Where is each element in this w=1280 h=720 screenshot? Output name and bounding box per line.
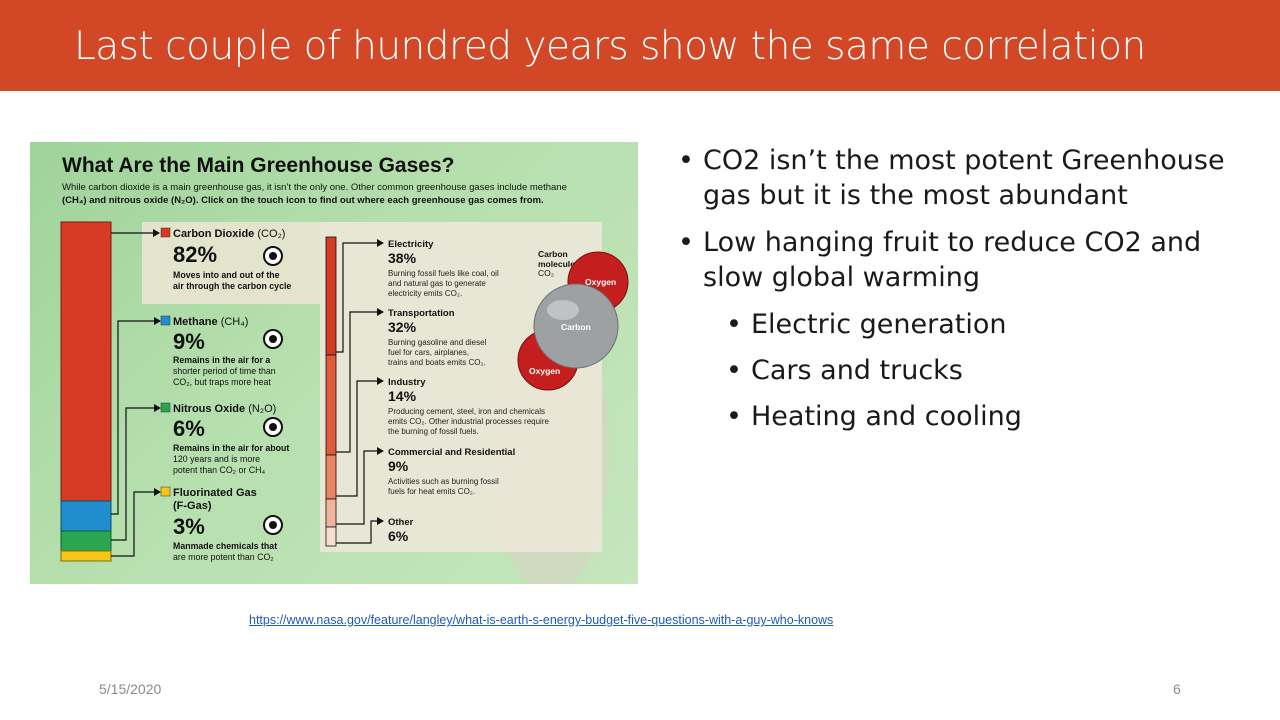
industry-desc-1: Producing cement, steel, iron and chemic… [388,407,545,416]
fgas-touch-icon[interactable] [263,515,283,535]
nitrous-touch-icon[interactable] [263,417,283,437]
co2-percent: 82% [173,242,217,267]
nitrous-desc-3: potent than CO₂ or CH₄ [173,465,265,475]
other-name: Other [388,517,414,528]
co2-name: Carbon Dioxide [173,228,254,240]
industry-bar-segment [325,454,337,500]
methane-name: Methane [173,316,218,328]
electricity-desc-2: and natural gas to generate [388,279,486,288]
nitrous-formula: (N₂O) [248,403,276,415]
transportation-desc-1: Burning gasoline and diesel [388,338,487,347]
co2-touch-icon[interactable] [263,246,283,266]
commercial-bar-segment [325,498,337,528]
fgas-bar-segment [60,550,112,562]
nitrous-percent: 6% [173,416,205,441]
infographic-intro-2: (CH₄) and nitrous oxide (N₂O). Click on … [62,195,544,206]
infographic-intro-1: While carbon dioxide is a main greenhous… [62,182,567,193]
commercial-percent: 9% [388,458,409,474]
co2-bar-segment [60,221,112,502]
molecule-atom-center: Carbon [561,322,591,332]
sub-bullet-item: Heating and cooling [724,400,1236,434]
svg-text:Carbon Dioxide (CO₂): Carbon Dioxide (CO₂) [173,228,285,240]
transportation-name: Transportation [388,308,455,319]
other-percent: 6% [388,528,409,544]
fgas-percent: 3% [173,514,205,539]
transportation-desc-3: trains and boats emits CO₂. [388,358,486,367]
methane-touch-icon[interactable] [263,329,283,349]
methane-percent: 9% [173,329,205,354]
commercial-desc-2: fuels for heat emits CO₂. [388,487,475,496]
methane-bar-segment [60,500,112,532]
nitrous-name: Nitrous Oxide [173,403,245,415]
transportation-percent: 32% [388,319,417,335]
fgas-desc-1: Manmade chemicals that [173,541,277,551]
bullet-item: CO2 isn’t the most potent Greenhouse gas… [676,144,1236,213]
electricity-bar-segment [325,236,337,356]
molecule-caption-3: CO₂ [538,268,554,278]
industry-name: Industry [388,377,426,388]
sub-bullet-item: Electric generation [724,308,1236,342]
title-bar: Last couple of hundred years show the sa… [0,0,1280,91]
fgas-name: Fluorinated Gas [173,487,257,499]
molecule-atom-top: Oxygen [585,277,616,287]
methane-desc-1: Remains in the air for a [173,355,270,365]
molecule-caption-1: Carbon [538,249,568,259]
infographic-heading: What Are the Main Greenhouse Gases? [62,154,454,177]
methane-desc-2: shorter period of time than [173,366,276,376]
commercial-desc-1: Activities such as burning fossil [388,477,499,486]
svg-text:Methane (CH₄): Methane (CH₄) [173,316,248,328]
co2-desc-2: air through the carbon cycle [173,281,291,291]
slide-date: 5/15/2020 [99,681,162,697]
molecule-atom-bottom: Oxygen [529,366,560,376]
sub-bullet-item: Cars and trucks [724,354,1236,388]
bullet-item: Low hanging fruit to reduce CO2 and slow… [676,226,1236,295]
greenhouse-gases-infographic: What Are the Main Greenhouse Gases? Whil… [30,142,638,584]
nitrous-desc-2: 120 years and is more [173,454,260,464]
methane-formula: (CH₄) [221,316,249,328]
electricity-desc-1: Burning fossil fuels like coal, oil [388,269,499,278]
nitrous-bar-segment [60,530,112,552]
nitrous-desc-1: Remains in the air for about [173,443,289,453]
electricity-name: Electricity [388,239,434,250]
page-number: 6 [1173,681,1181,697]
industry-desc-3: the burning of fossil fuels. [388,427,479,436]
source-link[interactable]: https://www.nasa.gov/feature/langley/wha… [249,613,834,627]
industry-percent: 14% [388,388,417,404]
co2-desc-1: Moves into and out of the [173,270,280,280]
svg-text:Nitrous Oxide (N₂O): Nitrous Oxide (N₂O) [173,403,276,415]
methane-desc-3: CO₂, but traps more heat [173,377,271,387]
co2-molecule-illustration: Oxygen Carbon Oxygen [517,251,629,391]
fgas-desc-2: are more potent than CO₂ [173,552,274,562]
svg-text:Fluorinated Gas: Fluorinated Gas [173,487,257,499]
transportation-bar-segment [325,354,337,456]
slide-title: Last couple of hundred years show the sa… [74,24,1146,69]
industry-desc-2: emits CO₂. Other industrial processes re… [388,417,549,426]
fgas-formula: (F-Gas) [173,500,212,512]
molecule-caption-2: molecule [538,259,575,269]
co2-formula: (CO₂) [257,228,285,240]
commercial-name: Commercial and Residential [388,447,515,458]
bullet-list: CO2 isn’t the most potent Greenhouse gas… [676,144,1236,446]
electricity-percent: 38% [388,250,417,266]
electricity-desc-3: electricity emits CO₂. [388,289,462,298]
other-bar-segment [325,526,337,547]
transportation-desc-2: fuel for cars, airplanes, [388,348,469,357]
